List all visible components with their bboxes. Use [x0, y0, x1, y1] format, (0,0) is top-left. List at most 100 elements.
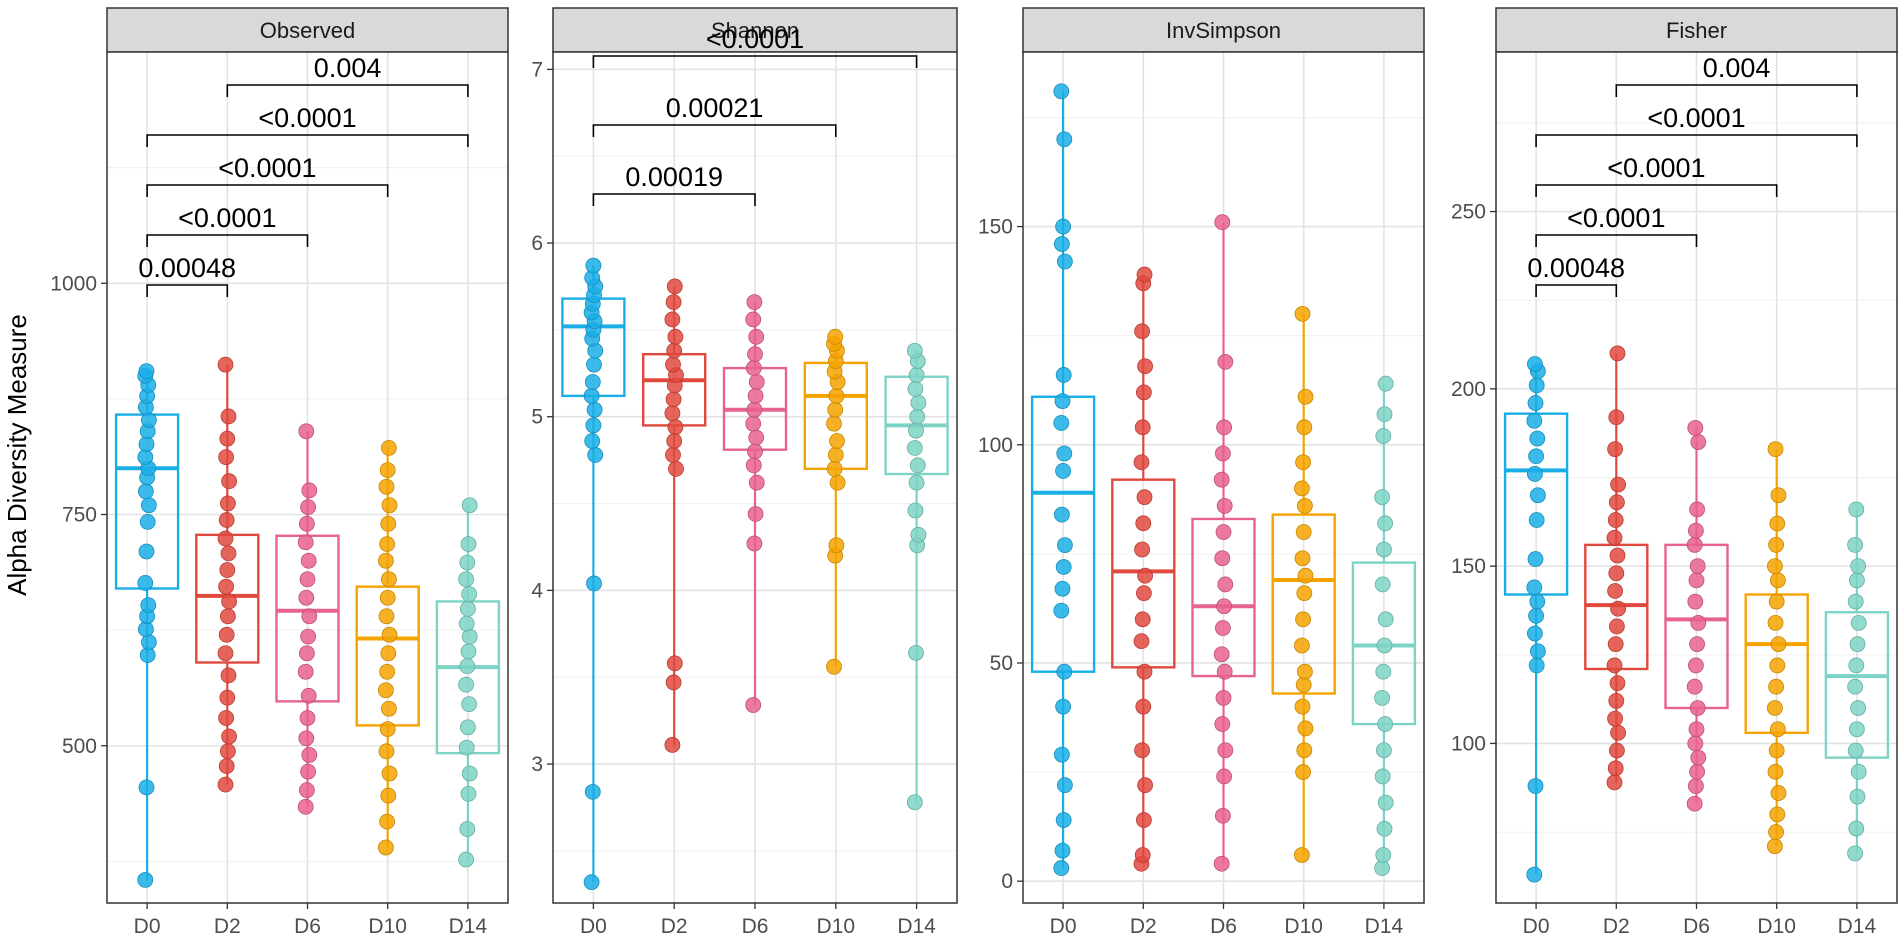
- bracket-line: [146, 284, 229, 297]
- data-point-d10: [828, 537, 845, 554]
- x-tick-label: D14: [897, 915, 936, 938]
- data-point-d10: [827, 447, 844, 463]
- data-point-d2: [1134, 541, 1150, 558]
- data-point-d6: [1216, 598, 1232, 615]
- data-point-d6: [298, 515, 315, 532]
- data-point-d0: [137, 871, 154, 888]
- data-point-d0: [1530, 487, 1546, 504]
- data-point-d10: [1297, 720, 1314, 737]
- data-point-d2: [221, 728, 238, 745]
- data-point-d14: [461, 586, 478, 602]
- data-point-d14: [909, 408, 926, 425]
- data-point-d14: [459, 658, 476, 675]
- y-tick-label: 150: [1451, 555, 1486, 578]
- data-point-d10: [1296, 742, 1313, 759]
- y-tick-label: 750: [62, 504, 97, 527]
- x-tick-label: D0: [580, 915, 607, 938]
- data-point-d2: [217, 356, 234, 373]
- data-point-d6: [1215, 445, 1231, 462]
- data-point-d14: [1849, 721, 1865, 738]
- facet-title: Shannon: [711, 18, 799, 43]
- data-point-d0: [1053, 860, 1070, 876]
- data-point-d14: [908, 645, 924, 661]
- data-point-d14: [461, 696, 478, 713]
- data-point-d6: [1690, 434, 1707, 450]
- data-point-d2: [219, 743, 236, 760]
- significance-bracket: <0.0001: [1535, 153, 1778, 197]
- box-body: [1271, 513, 1336, 695]
- data-point-d10: [1294, 847, 1310, 863]
- data-point-d6: [1217, 576, 1234, 593]
- data-point-d6: [298, 782, 315, 799]
- data-point-d6: [745, 697, 762, 713]
- data-point-d6: [299, 571, 316, 588]
- data-point-d6: [1687, 593, 1704, 610]
- data-point-d6: [746, 535, 763, 552]
- y-tick-label: 250: [1451, 201, 1486, 224]
- data-point-d2: [1136, 489, 1153, 506]
- data-point-d2: [1134, 323, 1150, 340]
- data-point-d6: [1217, 353, 1234, 370]
- significance-bracket: <0.0001: [592, 24, 918, 68]
- data-point-d14: [1376, 637, 1393, 654]
- data-point-d2: [1134, 742, 1150, 759]
- data-point-d14: [1848, 657, 1865, 674]
- y-tick-label: 1000: [50, 272, 97, 295]
- data-point-d10: [826, 460, 843, 477]
- data-point-d14: [458, 676, 475, 693]
- data-point-d2: [220, 545, 237, 562]
- data-point-d0: [1056, 445, 1073, 462]
- data-point-d6: [1689, 501, 1705, 518]
- data-point-d14: [460, 643, 477, 660]
- significance-bracket: <0.0001: [146, 153, 389, 197]
- x-tick-label: D6: [742, 915, 769, 938]
- data-point-d2: [1136, 384, 1152, 401]
- panel-border: [106, 51, 509, 904]
- y-tick-label: 200: [1451, 378, 1486, 401]
- data-point-d10: [1767, 700, 1783, 716]
- x-tick-label: D0: [1050, 915, 1077, 938]
- data-point-d2: [1137, 777, 1153, 794]
- p-value-label: 0.00021: [666, 93, 764, 123]
- data-point-d14: [1847, 742, 1864, 759]
- data-point-d14: [1375, 428, 1392, 444]
- data-point-d2: [1606, 657, 1623, 674]
- data-point-d10: [829, 474, 846, 491]
- data-point-d0: [1529, 430, 1546, 447]
- facet-title: InvSimpson: [1166, 18, 1281, 43]
- data-point-d10: [379, 663, 396, 680]
- data-point-d2: [664, 405, 681, 422]
- data-point-d2: [1609, 742, 1625, 759]
- bracket-line: [146, 184, 389, 197]
- data-point-d6: [1215, 689, 1232, 706]
- data-point-d0: [1055, 218, 1071, 235]
- data-point-d6: [1687, 419, 1704, 436]
- p-value-label: <0.0001: [1647, 103, 1745, 133]
- data-point-d10: [1296, 585, 1313, 602]
- bracket-line: [1535, 184, 1778, 197]
- data-point-d14: [1847, 845, 1863, 862]
- data-point-d2: [1133, 454, 1150, 471]
- data-point-d0: [587, 447, 604, 463]
- data-point-d10: [1297, 567, 1314, 584]
- facet-strip: [552, 7, 958, 53]
- data-point-d10: [1296, 419, 1313, 436]
- bracket-line: [1535, 234, 1698, 247]
- significance-bracket: 0.004: [1615, 53, 1858, 97]
- data-point-d10: [1297, 497, 1313, 514]
- data-point-d10: [826, 658, 842, 675]
- y-tick-label: 500: [62, 735, 97, 758]
- data-point-d10: [380, 515, 397, 532]
- data-point-d0: [583, 874, 600, 891]
- data-point-d6: [1686, 795, 1703, 812]
- data-point-d6: [300, 628, 317, 645]
- data-point-d0: [1053, 83, 1070, 100]
- data-point-d0: [1055, 559, 1072, 575]
- y-tick-label: 3: [531, 753, 543, 776]
- data-point-d6: [1686, 678, 1703, 695]
- data-point-d6: [1213, 471, 1230, 488]
- p-value-label: 0.004: [314, 53, 382, 83]
- data-point-d14: [459, 821, 476, 837]
- data-point-d10: [828, 387, 845, 404]
